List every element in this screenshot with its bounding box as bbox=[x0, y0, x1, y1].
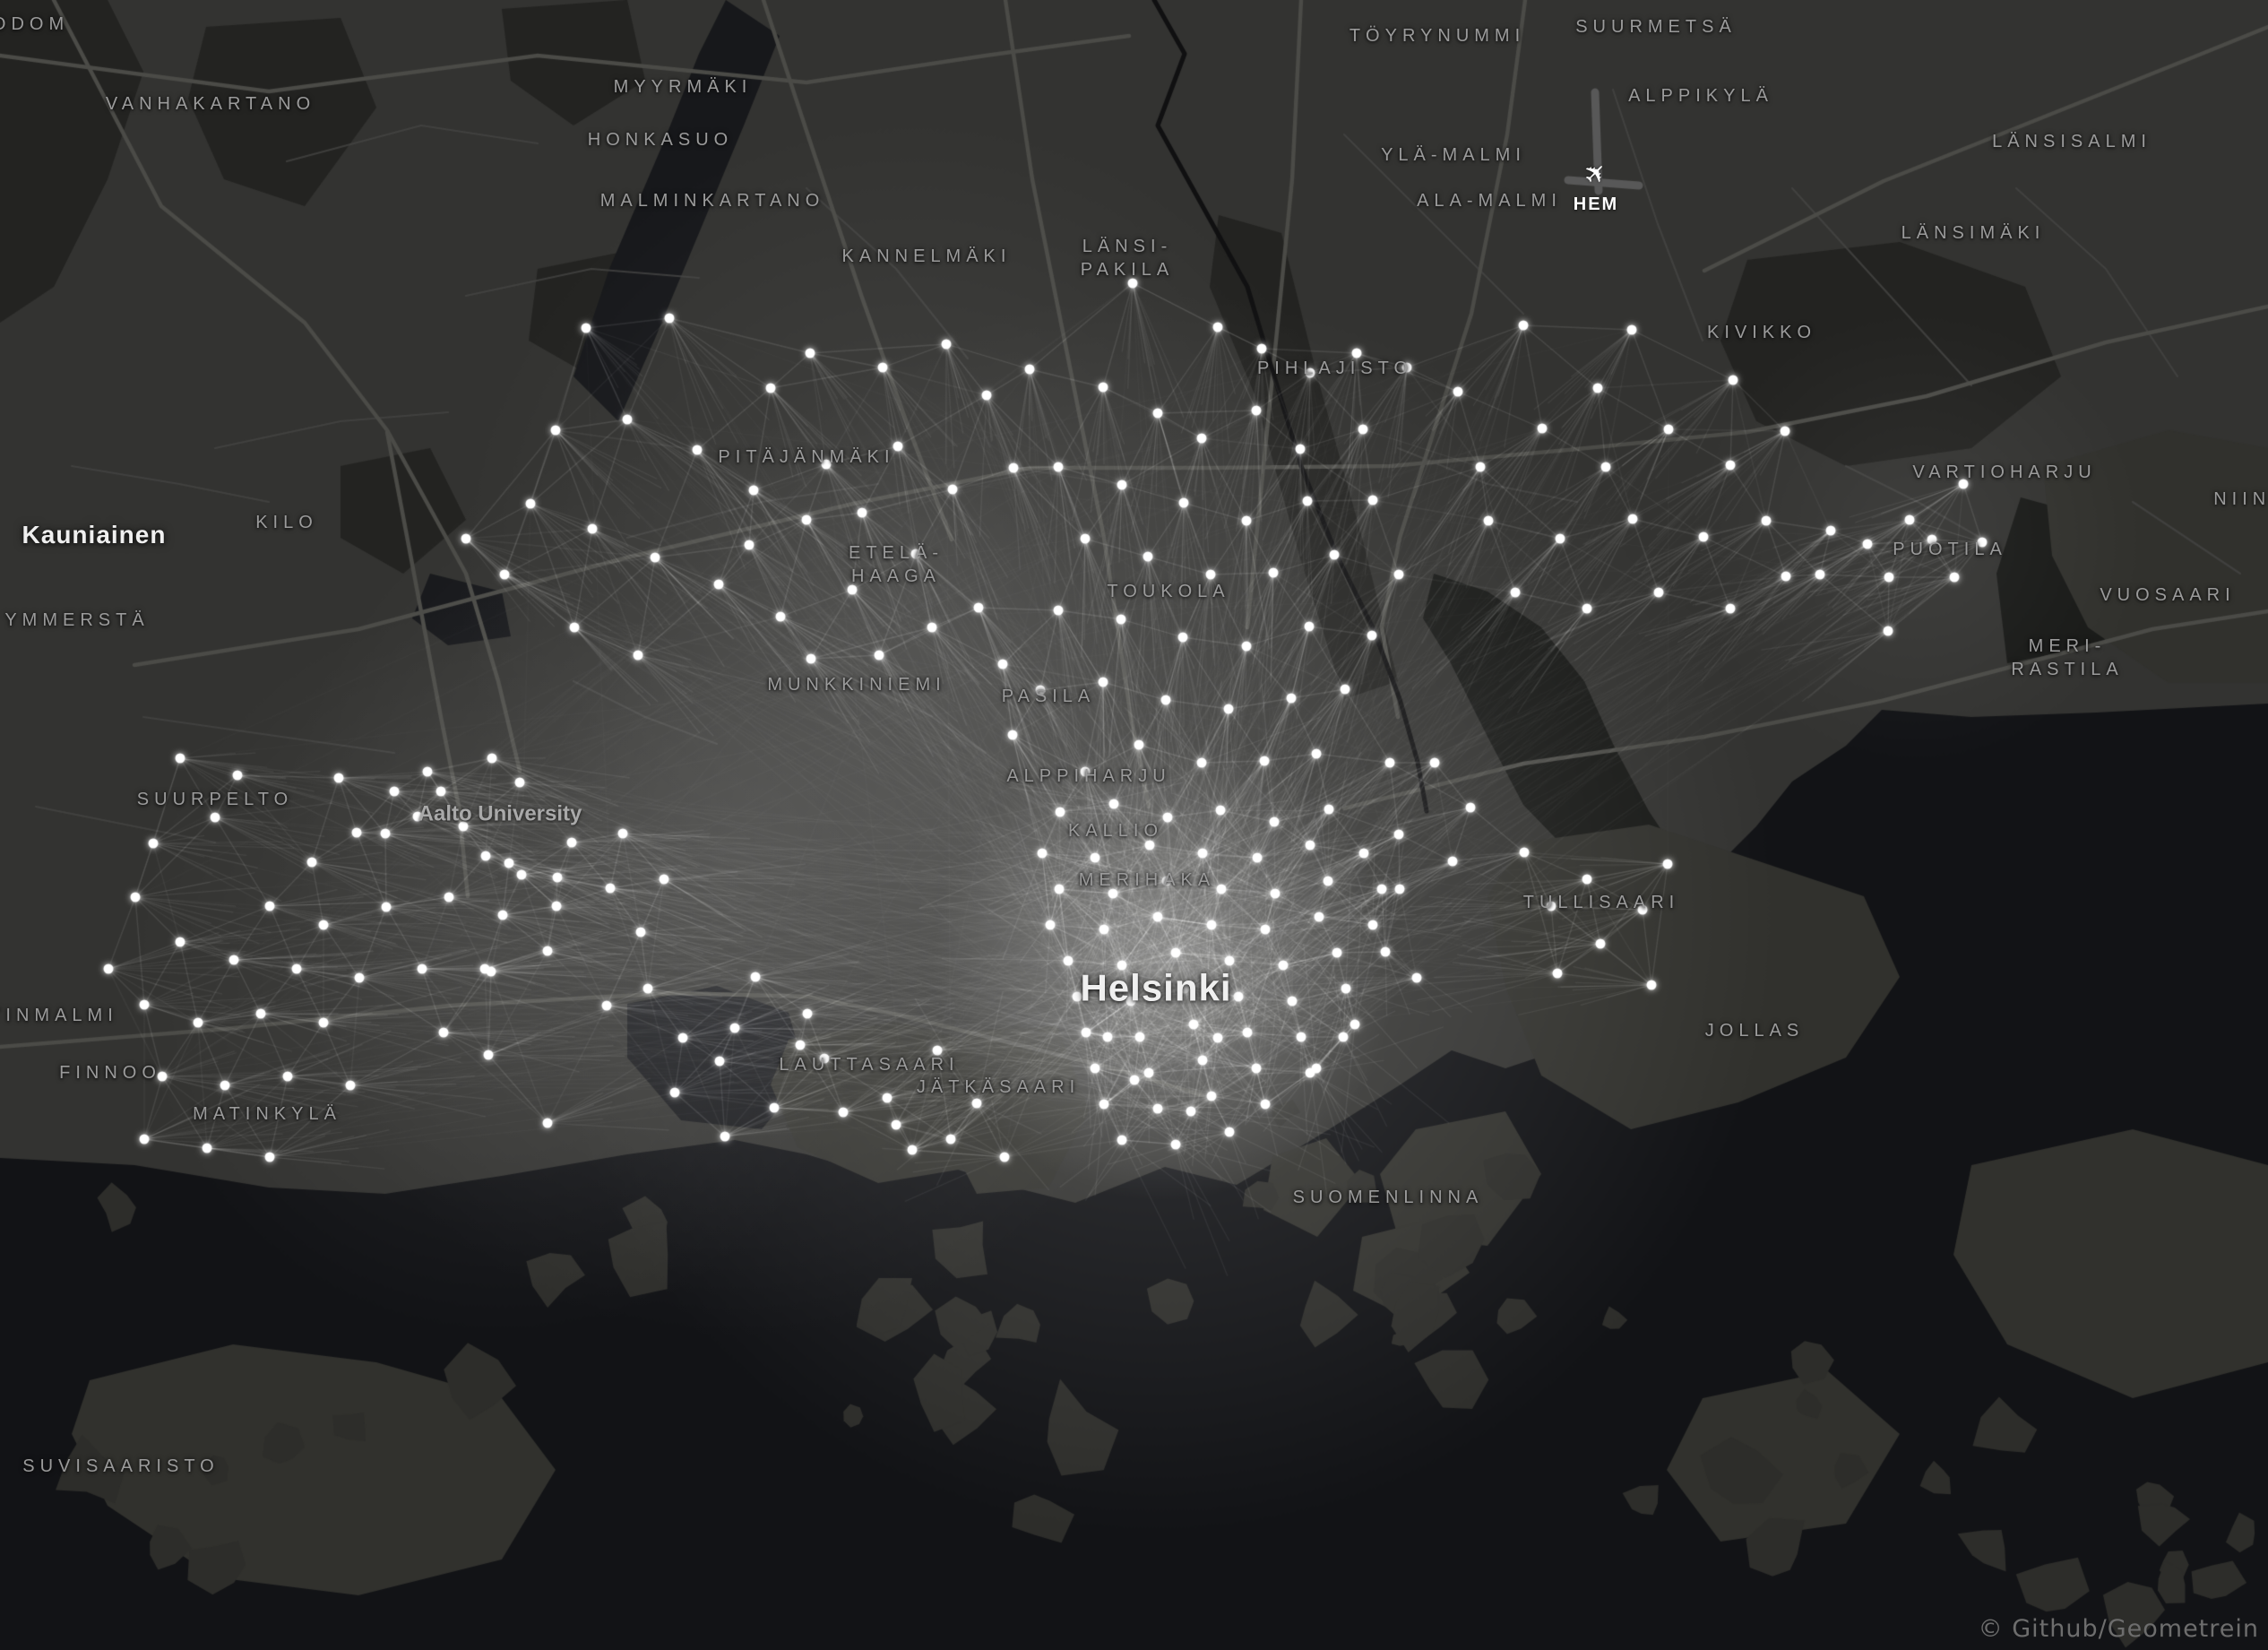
map-attribution: © Github/Geometrein bbox=[1978, 1615, 2259, 1643]
